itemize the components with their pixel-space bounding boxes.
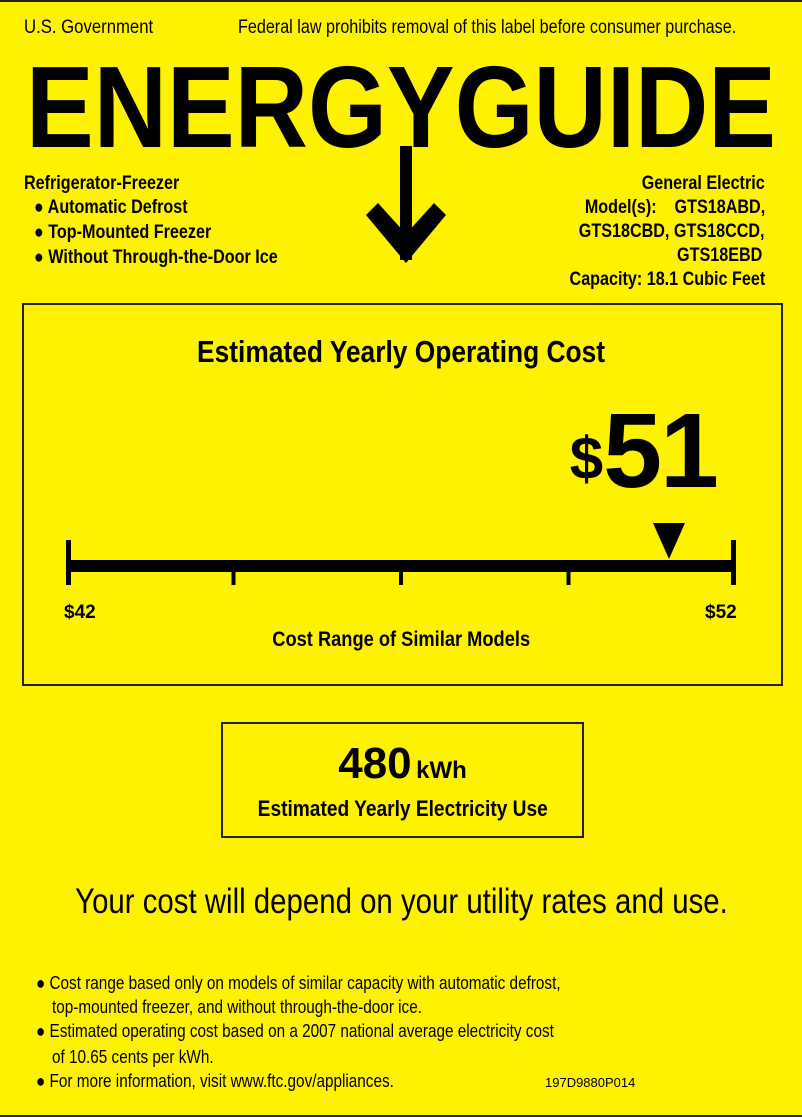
label-code: 197D9880P014 <box>545 1075 636 1090</box>
scale-tick <box>566 565 571 585</box>
top-border <box>0 0 802 2</box>
appliance-type: Refrigerator-Freezer <box>24 173 180 194</box>
brand: General Electric <box>642 173 765 194</box>
energyguide-logo: ENERGYGUIDE <box>26 42 776 263</box>
federal-law-notice: Federal law prohibits removal of this la… <box>238 17 737 38</box>
note: ● For more information, visit www.ftc.go… <box>36 1071 394 1091</box>
cost-value: $51 <box>569 392 719 510</box>
note: of 10.65 cents per kWh. <box>52 1047 214 1067</box>
kwh-caption: Estimated Yearly Electricity Use <box>257 796 548 821</box>
us-government-label: U.S. Government <box>24 17 154 38</box>
note: ● Estimated operating cost based on a 20… <box>36 1021 554 1041</box>
tagline: Your cost will depend on your utility ra… <box>74 882 728 921</box>
range-min-label: $42 <box>64 602 96 623</box>
operating-cost-box <box>22 303 783 686</box>
cost-title: Estimated Yearly Operating Cost <box>196 334 606 369</box>
note: top-mounted freezer, and without through… <box>52 997 422 1017</box>
range-max-label: $52 <box>705 602 737 623</box>
models-line: Model(s): GTS18ABD, <box>584 197 765 218</box>
note: ● Cost range based only on models of sim… <box>36 973 561 993</box>
cost-range-scale <box>66 523 736 585</box>
kwh-value: 480 kWh <box>338 739 467 788</box>
scale-tick <box>231 565 236 585</box>
models-line: GTS18CBD, GTS18CCD, <box>579 221 765 242</box>
electricity-use-box <box>221 722 584 838</box>
cost-marker-icon <box>653 523 685 559</box>
scale-tick <box>399 565 403 585</box>
feature-item: ● Automatic Defrost <box>34 197 188 218</box>
bottom-border <box>0 1115 802 1117</box>
scale-end-right <box>731 540 736 585</box>
scale-end-left <box>66 540 71 585</box>
capacity: Capacity: 18.1 Cubic Feet <box>569 269 765 290</box>
feature-item: ● Without Through-the-Door Ice <box>34 247 278 268</box>
feature-item: ● Top-Mounted Freezer <box>34 222 212 243</box>
down-arrow-icon <box>366 146 446 263</box>
models-line: GTS18EBD <box>676 245 762 266</box>
range-caption: Cost Range of Similar Models <box>272 628 530 651</box>
